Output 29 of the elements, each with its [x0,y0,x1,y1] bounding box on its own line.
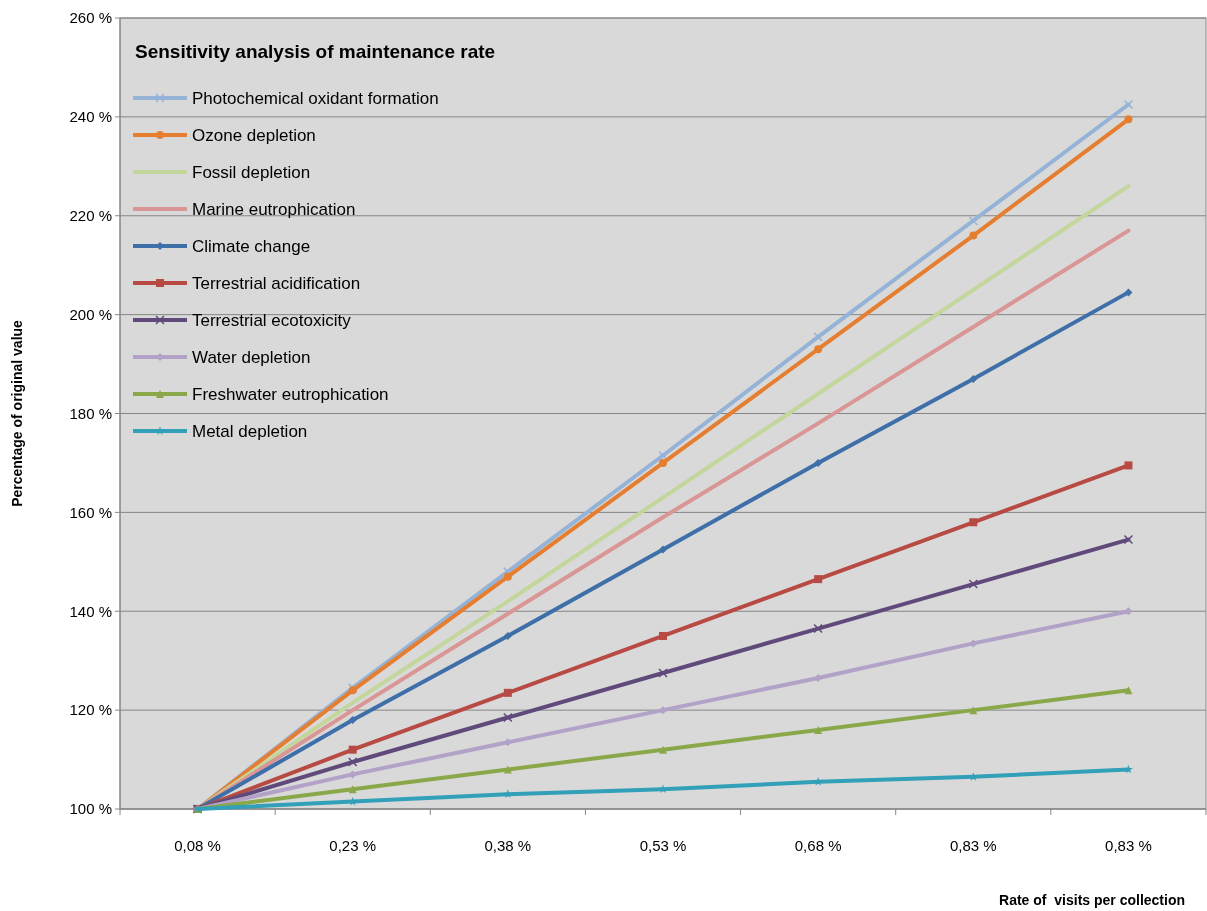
legend-label: Terrestrial ecotoxicity [192,310,352,330]
y-axis-title: Percentage of original value [9,319,25,507]
legend-label: Terrestrial acidification [192,273,361,293]
y-tick-label: 180 % [69,404,112,422]
x-tick-label: 0,38 % [484,837,532,854]
legend-label: Freshwater eutrophication [192,384,389,404]
x-tick-label: 0,83 % [1105,837,1152,854]
y-tick-label: 260 % [69,9,112,27]
x-tick-label: 0,08 % [174,837,221,854]
x-tick-label: 0,83 % [949,837,997,854]
y-tick-label: 100 % [69,800,112,818]
text: Sensitivity analysis of maintenance rate [135,41,496,62]
legend-label: Metal depletion [192,421,308,441]
x-tick-label: 0,68 % [794,837,842,854]
y-tick-label: 200 % [69,305,112,323]
x-axis-title: Rate of visits per collection [999,892,1185,908]
x-tick-label: 0,53 % [639,837,687,854]
y-tick-label: 120 % [69,701,112,719]
legend-label: Fossil depletion [192,162,311,182]
legend-label: Marine eutrophication [192,199,356,219]
legend-label: Water depletion [192,347,311,367]
y-tick-label: 240 % [69,108,112,126]
legend-label: Climate change [192,236,311,256]
x-tick-label: 0,23 % [329,837,377,854]
legend-label: Photochemical oxidant formation [192,88,439,108]
y-tick-label: 220 % [69,207,112,224]
legend-label: Ozone depletion [192,125,316,145]
y-tick-label: 140 % [69,602,112,620]
y-tick-label: 160 % [69,503,112,521]
